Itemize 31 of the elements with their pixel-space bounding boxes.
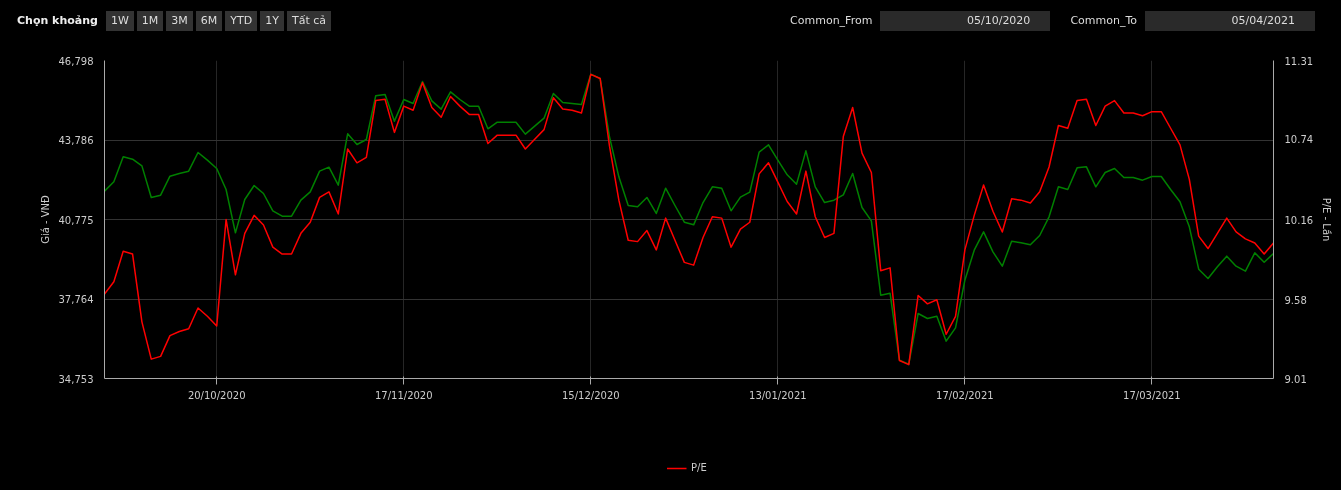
text: 3M	[166, 11, 193, 31]
x-tick-label: 17/02/2021	[936, 389, 994, 401]
text: Tất cả	[286, 11, 332, 31]
text: Common_To	[1070, 14, 1137, 27]
y-axis-title: Giá - VNĐ	[39, 194, 51, 244]
text: 05/10/2020	[880, 11, 1051, 31]
y-tick-label: 37,764	[58, 294, 94, 306]
y2-axis-title: P/E - Lần	[1321, 197, 1333, 242]
x-tick-label: 15/12/2020	[561, 389, 620, 401]
y-tick-label: 46,798	[58, 55, 94, 67]
text: 1W	[105, 11, 134, 31]
x-tick-label: 20/10/2020	[187, 389, 246, 401]
y2-tick-label: 10.74	[1284, 134, 1314, 146]
text: 05/04/2021	[1145, 11, 1315, 31]
text: Common_From	[790, 14, 873, 27]
legend-label: P/E	[691, 462, 708, 473]
text: 1Y	[260, 11, 284, 31]
text: 1M	[136, 11, 164, 31]
text: 6M	[195, 11, 223, 31]
text: Chọn khoảng	[17, 14, 98, 27]
y2-tick-label: 9.58	[1284, 294, 1307, 306]
y2-tick-label: 10.16	[1284, 214, 1314, 226]
x-tick-label: 13/01/2021	[749, 389, 807, 401]
y-tick-label: 40,775	[58, 214, 94, 226]
y-tick-label: 43,786	[58, 135, 94, 147]
x-tick-label: 17/03/2021	[1123, 389, 1181, 401]
x-tick-label: 17/11/2020	[374, 389, 433, 401]
y2-tick-label: 9.01	[1284, 373, 1307, 385]
y2-tick-label: 11.31	[1284, 55, 1314, 67]
y-tick-label: 34,753	[58, 373, 94, 385]
text: YTD	[225, 11, 258, 31]
